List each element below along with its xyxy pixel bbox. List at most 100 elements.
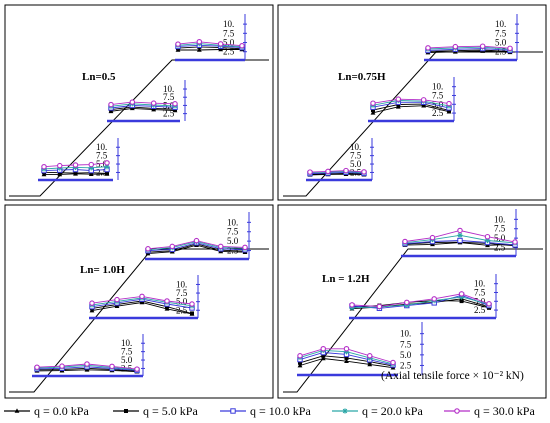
series-line-3 — [427, 48, 511, 51]
tick-label: 2.5 — [96, 167, 108, 177]
tick-label: 10. — [494, 214, 505, 224]
data-point — [150, 100, 157, 106]
data-point — [429, 234, 436, 241]
data-point — [105, 171, 109, 176]
data-point — [349, 305, 355, 311]
tick-label: 7.5 — [495, 28, 507, 38]
panel-2: Ln=0.75H10.7.55.02.510.7.55.02.510.7.55.… — [277, 4, 547, 201]
tick-label: 2.5 — [223, 47, 235, 57]
slope-profile — [9, 59, 269, 197]
data-point — [72, 162, 79, 168]
data-point — [109, 363, 115, 370]
tick-label: 2.5 — [176, 305, 188, 315]
reinforcement-layer-1: 10.7.55.02.5 — [306, 138, 374, 182]
series-line-4 — [309, 170, 365, 174]
data-point — [88, 165, 94, 171]
data-point — [446, 100, 452, 107]
data-point — [484, 237, 491, 244]
data-point — [457, 237, 463, 244]
data-point — [459, 299, 464, 304]
data-point — [89, 300, 95, 306]
tick-label: 10. — [227, 217, 238, 227]
legend-label: q = 0.0 kPa — [34, 404, 89, 418]
tick-label: 10. — [96, 142, 107, 152]
panel-frame — [4, 204, 274, 399]
data-point — [73, 171, 78, 176]
tick-label: 7.5 — [432, 90, 444, 100]
tick-label: 5.0 — [495, 38, 507, 48]
data-point — [104, 164, 110, 170]
series-line-5 — [351, 293, 490, 307]
tick-label: 10. — [474, 279, 485, 289]
tick-label: 5.0 — [494, 233, 506, 243]
tick-label: 5.0 — [227, 236, 239, 246]
series-line-1 — [309, 173, 365, 176]
reinforcement-layer-3: 10.7.55.02.5 — [401, 209, 518, 258]
series-line-5 — [110, 101, 176, 106]
data-point — [320, 355, 326, 361]
panel-4: Ln = 1.2H10.7.55.02.510.7.55.02.510.7.55… — [277, 204, 547, 399]
data-point — [196, 47, 202, 52]
series-line-5 — [309, 170, 365, 173]
data-point — [297, 362, 303, 368]
series-line-3 — [351, 294, 490, 309]
panel-label: Ln=0.5 — [82, 71, 116, 83]
series-line-4 — [110, 103, 176, 107]
series-line-5 — [372, 98, 450, 105]
data-point — [431, 296, 437, 302]
reinforcement-layer-3: 10.7.55.02.5 — [175, 14, 247, 62]
data-point — [88, 161, 95, 168]
tick-label: 10. — [495, 19, 506, 29]
panel-3: Ln= 1.0H10.7.55.02.510.7.55.02.510.7.55.… — [4, 204, 274, 399]
data-point — [172, 101, 178, 107]
slope-profile — [283, 248, 543, 393]
data-point — [325, 168, 331, 175]
data-point — [370, 100, 376, 106]
tick-label: 5.0 — [176, 297, 188, 307]
axis-unit-note: (Axial tensile force × 10⁻² kN) — [381, 370, 524, 382]
panel-frame — [277, 4, 547, 201]
tick-label: 2.5 — [400, 360, 412, 370]
data-point — [507, 45, 513, 52]
data-point — [193, 237, 200, 244]
reinforcement-layer-2: 10.7.55.02.5 — [107, 80, 187, 123]
data-point — [169, 243, 176, 250]
series-line-2 — [110, 106, 176, 111]
reinforcement-layer-1: 10.7.55.02.5 — [32, 334, 145, 378]
legend-entry-1: q = 0.0 kPa — [4, 404, 89, 418]
data-point — [134, 366, 140, 372]
data-point — [307, 169, 313, 175]
reinforcement-layer-3: 10.7.55.02.5 — [424, 14, 519, 62]
reinforcement-layer-1: 10.7.55.02.5 — [297, 322, 424, 377]
series-line-3 — [372, 101, 450, 109]
legend-label: q = 10.0 kPa — [250, 404, 311, 418]
data-point — [34, 364, 40, 370]
tick-label: 7.5 — [176, 288, 188, 298]
data-point — [320, 346, 326, 352]
legend-marker — [14, 408, 20, 413]
reinforcement-layer-1: 10.7.55.02.5 — [38, 138, 120, 182]
data-point — [390, 359, 396, 366]
data-point — [371, 108, 375, 113]
data-point — [458, 291, 465, 297]
series-line-1 — [372, 105, 450, 114]
tick-label: 7.5 — [227, 227, 239, 237]
series-line-4 — [427, 46, 511, 50]
data-point — [59, 363, 65, 369]
data-point — [344, 358, 349, 363]
data-point — [452, 43, 459, 50]
tick-label: 10. — [223, 19, 234, 29]
series-line-1 — [427, 50, 511, 53]
tick-label: 7.5 — [350, 151, 362, 161]
series-line-3 — [110, 105, 176, 109]
panel-label: Ln= 1.0H — [80, 264, 125, 276]
legend-label: q = 20.0 kPa — [362, 404, 423, 418]
tick-label: 10. — [163, 84, 174, 94]
tick-label: 5.0 — [350, 159, 362, 169]
data-point — [361, 169, 367, 175]
data-point — [344, 355, 349, 360]
panel-frame — [277, 204, 547, 399]
reinforcement-layer-3: 10.7.55.02.5 — [145, 212, 251, 261]
data-point — [114, 296, 120, 303]
